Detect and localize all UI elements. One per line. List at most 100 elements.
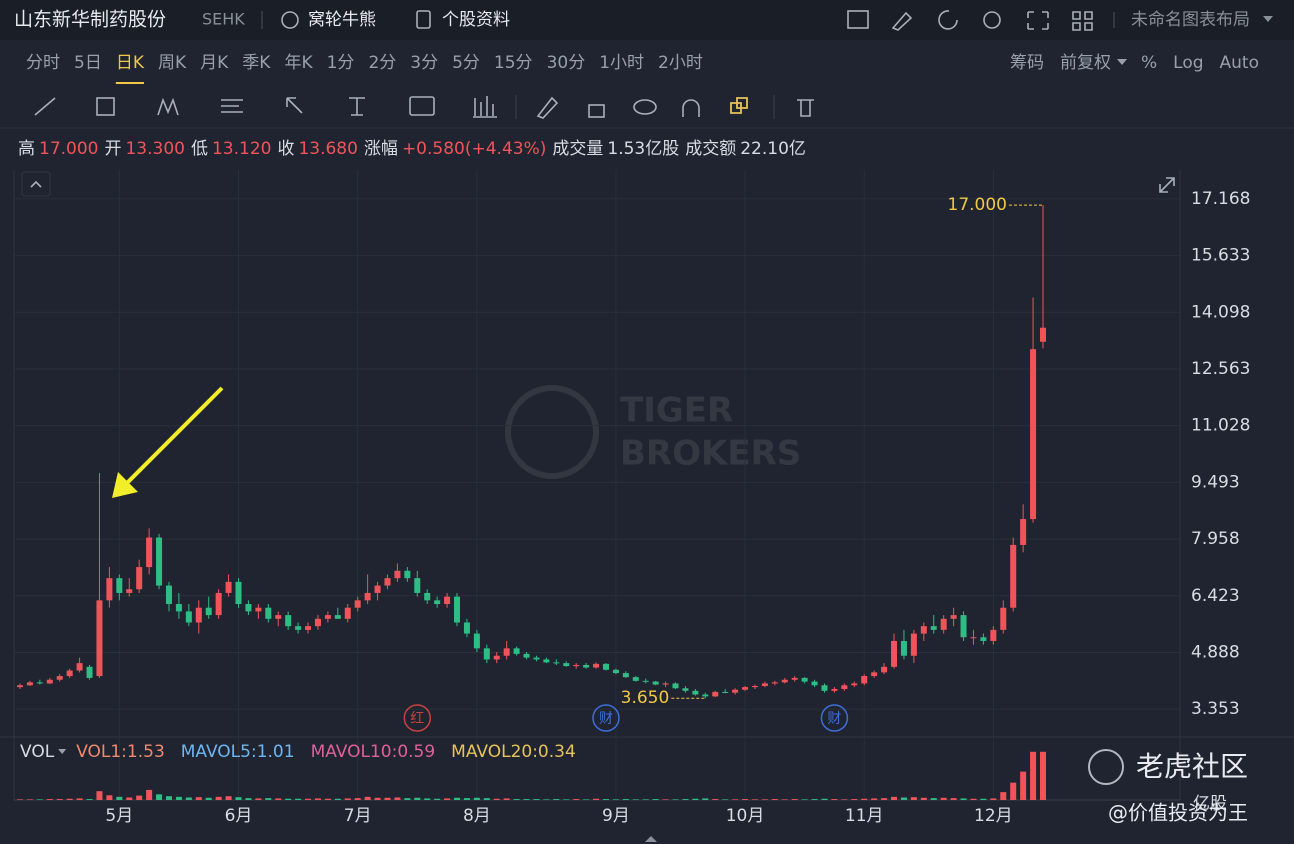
event-marker[interactable] bbox=[592, 704, 620, 732]
candle-body bbox=[811, 681, 818, 686]
candle-body bbox=[1000, 607, 1007, 630]
candle-body bbox=[970, 637, 977, 639]
volume-bar bbox=[742, 799, 749, 800]
candle-body bbox=[910, 633, 917, 656]
chart-option[interactable]: 前复权 bbox=[1060, 53, 1111, 73]
volume-bar bbox=[861, 798, 868, 800]
candle-body bbox=[503, 648, 510, 656]
dropdown-arrow bbox=[1117, 59, 1127, 65]
tool-active[interactable] bbox=[730, 97, 748, 114]
candle-body bbox=[473, 633, 480, 649]
volume-bar bbox=[781, 799, 788, 800]
tool[interactable] bbox=[157, 97, 179, 116]
scroll-handle[interactable] bbox=[645, 836, 657, 842]
period-tab[interactable]: 周K bbox=[158, 53, 187, 73]
period-tab[interactable]: 5日 bbox=[74, 53, 102, 73]
chart-option[interactable]: Auto bbox=[1220, 53, 1259, 73]
icon[interactable] bbox=[983, 11, 1001, 29]
tool[interactable] bbox=[96, 97, 115, 116]
candle-body bbox=[722, 691, 729, 693]
period-tab[interactable]: 1分 bbox=[327, 53, 355, 73]
period-tab[interactable]: 1小时 bbox=[599, 53, 644, 73]
tool[interactable] bbox=[473, 96, 497, 118]
info-value: 1.53亿股 bbox=[607, 139, 679, 159]
tool[interactable] bbox=[34, 97, 56, 116]
volume-bar bbox=[215, 796, 222, 800]
drawing-tools bbox=[34, 95, 814, 119]
warrant-link[interactable]: 窝轮牛熊 bbox=[308, 10, 376, 30]
volume-bar bbox=[573, 799, 580, 800]
volume-bar bbox=[910, 797, 917, 800]
volume-bar bbox=[374, 797, 381, 800]
candle-body bbox=[821, 685, 828, 691]
candle-body bbox=[602, 663, 609, 670]
volume-bar bbox=[751, 799, 758, 800]
chart-option[interactable]: Log bbox=[1173, 53, 1203, 73]
period-tab[interactable]: 15分 bbox=[494, 53, 533, 73]
period-tab[interactable]: 5分 bbox=[452, 53, 480, 73]
tool[interactable] bbox=[588, 104, 605, 118]
period-tab[interactable]: 3分 bbox=[410, 53, 438, 73]
volume-bar bbox=[265, 798, 272, 800]
chart-option[interactable]: % bbox=[1141, 53, 1157, 73]
expand-icon[interactable] bbox=[1159, 177, 1175, 193]
period-tab[interactable]: 日K bbox=[116, 53, 145, 73]
candle-body bbox=[364, 592, 371, 601]
period-tab[interactable]: 2小时 bbox=[658, 53, 703, 73]
info-value: 13.680 bbox=[298, 139, 357, 159]
candle-body bbox=[86, 666, 93, 678]
candle-body bbox=[235, 581, 242, 605]
tool[interactable] bbox=[797, 99, 814, 117]
volume-bar bbox=[612, 799, 619, 800]
candle-body bbox=[771, 682, 778, 684]
icon[interactable] bbox=[891, 11, 913, 31]
tool[interactable] bbox=[633, 99, 657, 115]
annotation-arrowhead bbox=[112, 472, 138, 498]
layout-name[interactable]: 未命名图表布局 bbox=[1131, 10, 1250, 30]
info-label: 成交额 bbox=[685, 139, 736, 159]
tool[interactable] bbox=[536, 96, 559, 119]
period-tab[interactable]: 月K bbox=[200, 53, 229, 73]
candle-body bbox=[414, 578, 421, 593]
volume-bar bbox=[1020, 771, 1027, 800]
collapse-button[interactable] bbox=[21, 171, 51, 197]
event-marker[interactable] bbox=[403, 704, 432, 732]
tool[interactable] bbox=[682, 99, 700, 117]
candle-body bbox=[483, 648, 490, 660]
event-marker[interactable] bbox=[820, 704, 849, 732]
volume-bar bbox=[950, 798, 957, 800]
tool[interactable] bbox=[221, 99, 243, 113]
y-tick-label: 15.633 bbox=[1191, 246, 1250, 266]
warrant-icon[interactable] bbox=[281, 11, 299, 29]
candle-body bbox=[702, 694, 709, 697]
dropdown-arrow bbox=[58, 749, 67, 754]
icon[interactable] bbox=[847, 10, 869, 29]
volume-bar bbox=[314, 798, 321, 800]
period-tab[interactable]: 季K bbox=[242, 53, 271, 73]
x-tick-label: 10月 bbox=[726, 806, 765, 826]
period-tab[interactable]: 2分 bbox=[368, 53, 396, 73]
tool[interactable] bbox=[286, 97, 303, 114]
volume-bar bbox=[533, 799, 540, 800]
tool[interactable] bbox=[349, 97, 365, 116]
volume-bar bbox=[692, 798, 699, 800]
tool[interactable] bbox=[409, 96, 435, 116]
period-tab[interactable]: 30分 bbox=[547, 53, 586, 73]
candle-body bbox=[1020, 519, 1027, 545]
chart-option[interactable]: 筹码 bbox=[1010, 53, 1044, 73]
icon[interactable] bbox=[1027, 11, 1049, 30]
volume-bar bbox=[86, 799, 93, 800]
candle-body bbox=[742, 687, 749, 690]
candle-body bbox=[612, 669, 619, 674]
icon[interactable] bbox=[938, 10, 958, 30]
profile-icon[interactable] bbox=[416, 10, 431, 29]
period-tab[interactable]: 年K bbox=[284, 53, 313, 73]
candle-body bbox=[454, 596, 461, 623]
period-tab[interactable]: 分时 bbox=[26, 53, 60, 73]
volume-unit: 亿股 bbox=[1193, 794, 1227, 814]
candle-body bbox=[295, 626, 302, 630]
profile-link[interactable]: 个股资料 bbox=[442, 10, 510, 30]
candle-body bbox=[156, 537, 163, 586]
icon[interactable] bbox=[1072, 11, 1093, 31]
volume-indicator: MAVOL5:1.01 bbox=[181, 742, 295, 762]
